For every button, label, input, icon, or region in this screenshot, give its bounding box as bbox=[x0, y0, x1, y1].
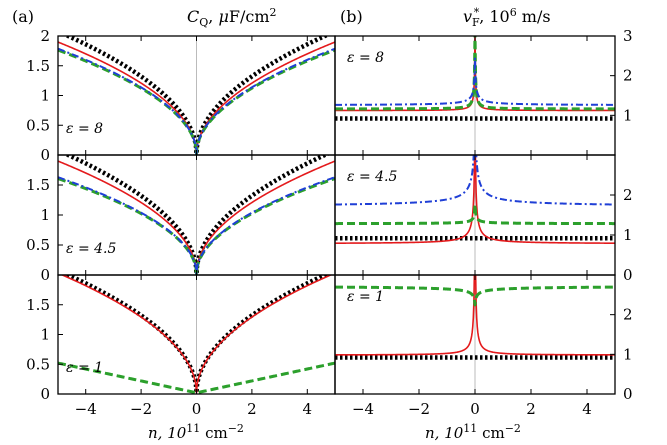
epsilon-label: ε = 4.5 bbox=[66, 241, 117, 257]
epsilon-label: ε = 8 bbox=[66, 121, 103, 137]
x-axis-label-b-sup: 11 bbox=[463, 422, 477, 435]
series-blue-line bbox=[335, 155, 615, 206]
y-tick-label: 0.5 bbox=[26, 116, 50, 134]
y-tick-label: 0 bbox=[40, 385, 50, 403]
series-red-line bbox=[335, 275, 615, 356]
panel-b-title-sym: v bbox=[463, 7, 472, 26]
y-tick-label: 3 bbox=[623, 27, 633, 45]
panel-a-title-sym: C bbox=[187, 7, 199, 26]
series-group bbox=[335, 275, 615, 360]
epsilon-label: ε = 1 bbox=[66, 360, 103, 376]
panel-b-title-unit-sup: 6 bbox=[510, 6, 517, 19]
y-tick-label: 0.5 bbox=[26, 355, 50, 373]
panel-a-title: CQ, μF/cm2 bbox=[187, 6, 276, 29]
x-tick-label: −2 bbox=[130, 400, 152, 418]
x-axis-label-b-tail: cm bbox=[477, 424, 504, 442]
panel-a-title-sup: 2 bbox=[269, 6, 276, 19]
x-tick-label: −4 bbox=[75, 400, 97, 418]
y-tick-label: 2 bbox=[623, 306, 633, 324]
panel-a-label: (a) bbox=[12, 7, 34, 26]
x-tick-label: 0 bbox=[192, 400, 202, 418]
y-tick-label: 1 bbox=[623, 106, 633, 124]
x-tick-label: −2 bbox=[408, 400, 430, 418]
epsilon-label: ε = 1 bbox=[347, 289, 384, 305]
series-black-line bbox=[62, 155, 331, 275]
y-tick-label: 1.5 bbox=[26, 296, 50, 314]
panel-b-label: (b) bbox=[340, 7, 363, 26]
series-group bbox=[335, 155, 615, 244]
x-axis-label-b-n: n, 10 bbox=[425, 424, 464, 442]
x-axis-label-a-tail-sup: −2 bbox=[228, 422, 244, 435]
x-tick-label: 4 bbox=[582, 400, 592, 418]
x-axis-label-a: n, 1011 cm−2 bbox=[148, 422, 244, 442]
y-tick-label: 2 bbox=[40, 27, 50, 45]
y-tick-label: 0 bbox=[623, 385, 633, 403]
panel-a-title-mu: μ bbox=[218, 7, 228, 26]
series-red-line bbox=[335, 36, 615, 112]
epsilon-label: ε = 4.5 bbox=[347, 169, 398, 185]
y-tick-label: 1 bbox=[40, 206, 50, 224]
x-axis-label-b-tail-sup: −2 bbox=[505, 422, 521, 435]
panel-a-row-3: 0 0.5 1 1.5 ε = 1 −4 −2 0 2 4 bbox=[26, 274, 336, 418]
series-red-line bbox=[335, 155, 615, 244]
panel-b-row-1: 1 2 3 ε = 8 bbox=[334, 27, 633, 156]
y-tick-label: 1 bbox=[623, 226, 633, 244]
y-tick-label: 0 bbox=[40, 266, 50, 284]
series-green-line bbox=[335, 203, 615, 226]
y-tick-label: 1 bbox=[623, 345, 633, 363]
series-green-line bbox=[335, 285, 615, 307]
panel-b-title-sub: F bbox=[472, 16, 480, 29]
y-tick-label: 1.5 bbox=[26, 57, 50, 75]
x-tick-label: 4 bbox=[303, 400, 313, 418]
panel-a-title-unit: F/cm bbox=[229, 7, 270, 26]
y-tick-label: 0 bbox=[40, 146, 50, 164]
y-tick-label: 0.5 bbox=[26, 236, 50, 254]
series-black-line bbox=[62, 275, 331, 394]
y-tick-label: 2 bbox=[623, 67, 633, 85]
series-blue-line bbox=[335, 56, 615, 106]
panel-b-title: vF*, 106 m/s bbox=[463, 6, 551, 29]
x-tick-label: 2 bbox=[247, 400, 257, 418]
y-tick-label: 1 bbox=[40, 326, 50, 344]
x-tick-label: 2 bbox=[526, 400, 536, 418]
series-group bbox=[335, 36, 615, 121]
panel-b-title-unit: , 10 bbox=[479, 7, 510, 26]
panel-b-row-2: 0 1 2 ε = 4.5 bbox=[334, 154, 633, 284]
y-tick-label: 1.5 bbox=[26, 176, 50, 194]
plot-area: 0 0.5 1 1.5 2 ε = 8 0 0.5 1 1.5 ε = 4.5 0 0.5 1 1.5 ε =… bbox=[26, 27, 632, 418]
x-axis-label-a-tail: cm bbox=[200, 424, 227, 442]
panel-a-title-sub: Q bbox=[199, 16, 208, 29]
y-tick-label: 2 bbox=[623, 186, 633, 204]
epsilon-label: ε = 8 bbox=[347, 50, 384, 66]
y-tick-label: 1 bbox=[40, 87, 50, 105]
panel-b-title-unit-tail: m/s bbox=[517, 7, 551, 26]
panel-b-row-3: 0 1 2 ε = 1 −4 −2 0 2 4 bbox=[334, 274, 633, 418]
panel-a-row-2: 0 0.5 1 1.5 ε = 4.5 bbox=[26, 154, 336, 284]
x-axis-label-a-n: n, 10 bbox=[148, 424, 187, 442]
x-axis-label-a-sup: 11 bbox=[186, 422, 200, 435]
x-tick-label: −4 bbox=[352, 400, 374, 418]
series-black-line bbox=[62, 36, 331, 155]
x-axis-label-b: n, 1011 cm−2 bbox=[425, 422, 521, 442]
panel-a-title-prefix: , bbox=[208, 7, 218, 26]
panel-b-title-sup: * bbox=[474, 6, 480, 19]
panel-a-row-1: 0 0.5 1 1.5 2 ε = 8 bbox=[26, 27, 336, 164]
y-tick-label: 0 bbox=[623, 266, 633, 284]
x-tick-label: 0 bbox=[470, 400, 480, 418]
